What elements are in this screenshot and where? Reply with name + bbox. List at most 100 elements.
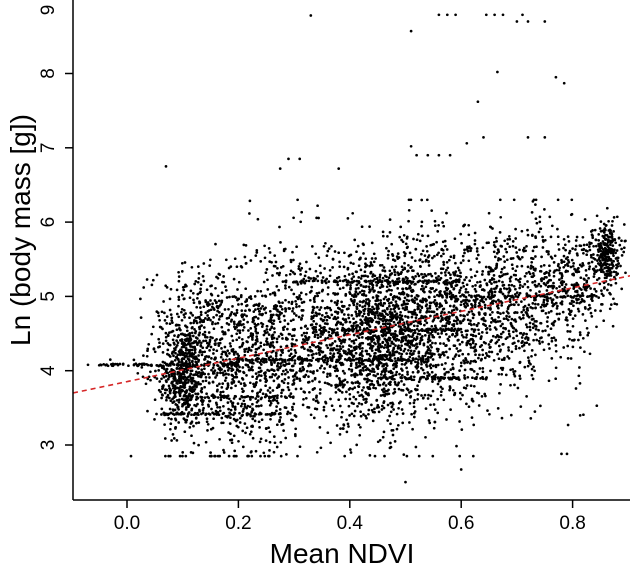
data-point xyxy=(478,304,482,307)
data-point xyxy=(480,395,484,398)
data-point xyxy=(244,287,248,291)
data-point xyxy=(480,331,484,334)
data-point xyxy=(373,341,376,345)
data-point xyxy=(360,293,364,296)
data-point xyxy=(420,224,423,228)
data-point xyxy=(430,370,434,374)
data-point xyxy=(462,359,465,362)
data-point xyxy=(501,280,504,284)
data-point xyxy=(190,331,194,335)
data-point xyxy=(431,333,434,337)
data-point xyxy=(368,336,371,339)
data-point xyxy=(436,363,440,367)
data-point xyxy=(245,426,249,430)
data-point xyxy=(277,288,281,292)
data-point xyxy=(477,321,480,325)
data-point xyxy=(185,325,189,329)
data-point xyxy=(391,295,395,299)
data-point xyxy=(258,390,262,394)
data-point xyxy=(164,335,168,339)
data-point xyxy=(319,306,323,309)
data-point xyxy=(470,309,474,313)
data-point xyxy=(478,285,482,288)
data-point xyxy=(348,414,351,417)
data-point xyxy=(378,264,382,267)
data-point xyxy=(313,335,317,339)
data-point xyxy=(358,304,362,307)
data-point xyxy=(265,354,269,358)
data-point xyxy=(471,334,475,338)
data-point xyxy=(535,221,539,225)
data-point xyxy=(358,372,362,376)
data-point xyxy=(513,369,517,373)
data-point xyxy=(203,330,207,334)
data-point xyxy=(311,356,315,360)
data-point xyxy=(520,310,524,314)
data-point xyxy=(354,338,358,342)
data-point xyxy=(589,311,593,315)
data-point xyxy=(400,238,403,242)
data-point xyxy=(404,361,408,365)
data-point xyxy=(383,315,387,319)
data-point xyxy=(508,279,512,283)
data-point xyxy=(280,423,283,427)
data-point xyxy=(328,365,332,369)
data-point xyxy=(230,334,234,338)
data-point xyxy=(318,426,322,429)
data-point xyxy=(436,332,440,336)
data-point xyxy=(574,244,578,248)
data-point xyxy=(532,198,536,202)
data-point xyxy=(366,392,370,395)
data-point xyxy=(472,423,476,427)
data-point xyxy=(377,410,381,414)
data-point xyxy=(263,256,267,260)
data-point xyxy=(429,394,433,398)
data-point xyxy=(423,334,427,337)
data-point xyxy=(381,353,384,357)
data-point xyxy=(375,306,379,310)
data-point xyxy=(357,276,361,279)
data-point xyxy=(392,408,395,411)
data-point xyxy=(254,341,257,345)
data-point xyxy=(514,246,518,249)
data-point xyxy=(436,411,440,415)
data-point xyxy=(243,353,247,357)
data-point xyxy=(210,305,214,309)
data-point xyxy=(297,315,301,319)
data-point xyxy=(354,295,358,298)
data-point xyxy=(178,375,181,378)
data-point xyxy=(221,371,225,375)
data-point xyxy=(205,420,209,424)
data-point xyxy=(434,341,437,345)
data-point xyxy=(155,377,159,380)
data-point xyxy=(405,237,409,240)
data-point xyxy=(211,380,215,384)
data-point xyxy=(237,280,241,284)
data-point xyxy=(384,389,387,393)
data-point xyxy=(173,347,176,350)
data-point xyxy=(483,306,487,309)
data-point xyxy=(188,296,192,300)
data-point xyxy=(200,386,204,390)
data-point xyxy=(437,275,440,278)
data-point xyxy=(230,367,234,370)
data-point xyxy=(550,339,554,343)
data-point xyxy=(387,276,391,280)
data-point xyxy=(459,232,463,236)
data-point xyxy=(491,310,494,314)
data-point xyxy=(425,249,429,253)
data-point xyxy=(308,390,311,394)
data-point xyxy=(429,243,433,247)
data-point xyxy=(525,244,528,248)
data-point xyxy=(344,292,348,296)
data-point xyxy=(421,354,425,358)
data-point xyxy=(400,265,404,269)
data-point xyxy=(196,392,200,396)
data-point xyxy=(509,413,513,417)
data-point xyxy=(528,325,532,329)
data-point xyxy=(442,353,446,357)
data-point xyxy=(261,304,264,308)
data-point xyxy=(193,327,196,331)
data-point xyxy=(478,353,481,357)
data-point xyxy=(356,334,359,338)
